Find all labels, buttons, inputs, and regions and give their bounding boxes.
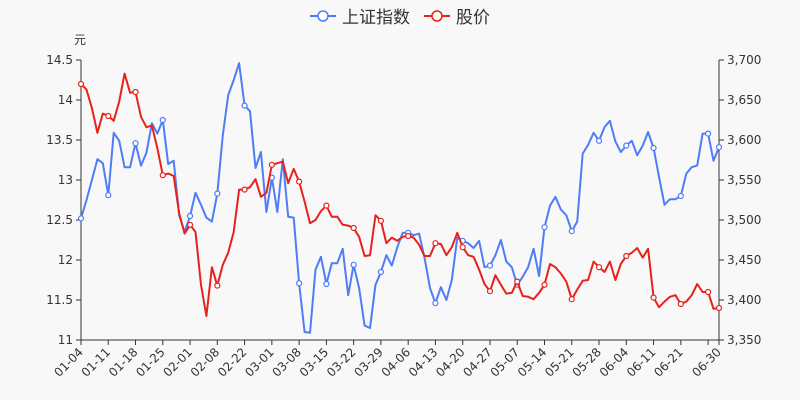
- right-axis-tick-label: 3,600: [727, 133, 761, 147]
- data-point: [77, 215, 85, 222]
- left-axis-tick-label: 11: [58, 333, 73, 347]
- data-point: [623, 142, 630, 149]
- legend-marker-blue-icon: [310, 9, 336, 22]
- left-axis-unit: 元: [74, 33, 87, 47]
- data-point: [514, 278, 521, 285]
- data-point: [650, 144, 657, 152]
- legend-item-shanghai-index[interactable]: 上证指数: [310, 3, 410, 28]
- data-point: [296, 280, 303, 287]
- data-point: [405, 232, 412, 240]
- left-axis-tick-label: 13.5: [46, 133, 73, 147]
- x-axis-tick-label: 05-14: [515, 345, 550, 380]
- left-axis-tick-label: 12.5: [46, 213, 73, 227]
- data-point: [677, 192, 684, 200]
- data-point: [715, 304, 723, 312]
- data-point: [704, 130, 712, 137]
- legend-label: 股价: [456, 8, 490, 28]
- x-axis-tick-label: 02-01: [160, 345, 195, 380]
- data-point: [541, 224, 548, 231]
- data-point: [241, 186, 248, 193]
- data-point: [595, 264, 603, 271]
- data-point: [105, 112, 112, 120]
- data-point: [350, 261, 357, 268]
- data-point: [650, 294, 657, 301]
- x-axis-tick-label: 06-21: [651, 345, 686, 380]
- right-axis-tick-label: 3,550: [727, 173, 761, 187]
- x-axis-tick-label: 01-25: [133, 345, 168, 380]
- data-point: [704, 288, 712, 296]
- data-point: [105, 192, 112, 199]
- series-line: [80, 72, 720, 317]
- series-stock-price: [77, 72, 723, 317]
- x-axis-tick-label: 03-15: [297, 345, 332, 380]
- data-point: [350, 224, 357, 232]
- x-axis-tick-label: 01-18: [106, 345, 141, 380]
- data-point: [77, 80, 85, 88]
- right-axis-tick-label: 3,350: [727, 333, 761, 347]
- x-axis-tick-label: 06-04: [597, 345, 632, 380]
- data-point: [323, 280, 330, 288]
- left-axis-tick-label: 14: [58, 93, 73, 107]
- data-point: [459, 244, 466, 251]
- data-point: [715, 144, 723, 151]
- x-axis-tick-label: 03-01: [242, 345, 277, 380]
- x-axis-tick-label: 05-28: [569, 345, 604, 380]
- left-axis-tick-label: 11.5: [46, 293, 73, 307]
- x-axis-tick-label: 04-20: [433, 345, 468, 380]
- right-axis-tick-label: 3,700: [727, 53, 761, 67]
- data-point: [214, 190, 221, 197]
- data-point: [159, 116, 166, 124]
- data-point: [323, 202, 330, 209]
- x-axis-tick-label: 06-30: [689, 345, 724, 380]
- series-shanghai-index: [77, 62, 723, 334]
- left-axis-tick-label: 14.5: [46, 53, 73, 67]
- data-point: [132, 140, 139, 147]
- data-point: [568, 296, 575, 303]
- data-point: [268, 161, 275, 168]
- data-point: [214, 282, 221, 289]
- data-point: [432, 300, 439, 307]
- data-point: [132, 88, 139, 96]
- x-axis-tick-label: 03-08: [270, 345, 305, 380]
- x-axis-tick-label: 03-29: [351, 345, 386, 380]
- left-axis-tick-label: 12: [58, 253, 73, 267]
- right-axis-tick-label: 3,450: [727, 253, 761, 267]
- data-point: [186, 221, 194, 228]
- x-axis-tick-label: 06-11: [624, 345, 659, 380]
- x-axis-tick-label: 04-06: [379, 345, 414, 380]
- right-axis-tick-label: 3,650: [727, 93, 761, 107]
- legend: 上证指数 股价: [0, 3, 800, 28]
- x-axis-tick-label: 05-07: [488, 345, 523, 380]
- data-point: [377, 268, 385, 276]
- data-point: [377, 217, 385, 224]
- legend-item-stock-price[interactable]: 股价: [424, 3, 490, 28]
- x-axis-tick-label: 04-27: [460, 345, 495, 380]
- data-point: [486, 262, 494, 269]
- data-point: [159, 172, 166, 179]
- x-axis-tick-label: 01-04: [51, 345, 86, 380]
- data-point: [241, 102, 248, 109]
- data-point: [568, 228, 575, 235]
- data-point: [595, 137, 603, 144]
- data-point: [541, 281, 548, 288]
- data-point: [432, 240, 439, 247]
- legend-label: 上证指数: [342, 8, 410, 28]
- x-axis-tick-label: 01-11: [79, 345, 114, 380]
- left-axis-tick-label: 13: [58, 173, 73, 187]
- data-point: [186, 212, 194, 220]
- data-point: [677, 300, 684, 308]
- x-axis-tick-label: 05-21: [542, 345, 577, 380]
- x-axis-tick-label: 04-13: [406, 345, 441, 380]
- right-axis-tick-label: 3,400: [727, 293, 761, 307]
- data-point: [623, 252, 630, 260]
- right-axis-tick-label: 3,500: [727, 213, 761, 227]
- x-axis-tick-label: 02-08: [188, 345, 223, 380]
- x-axis-tick-label: 03-22: [324, 345, 359, 380]
- legend-marker-red-icon: [424, 9, 450, 22]
- data-point: [296, 178, 303, 185]
- data-point: [486, 288, 494, 295]
- x-axis-tick-label: 02-22: [215, 345, 250, 380]
